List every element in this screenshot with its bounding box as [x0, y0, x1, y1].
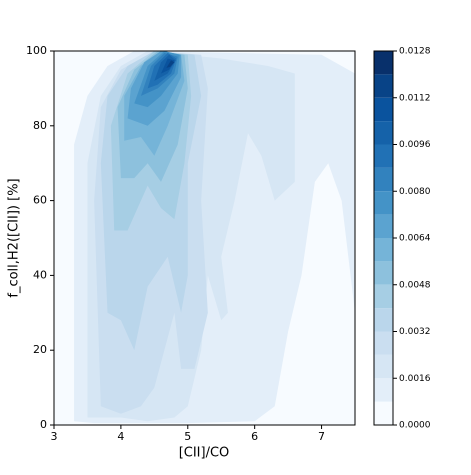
colorbar-tick-label: 0.0112: [399, 93, 431, 103]
colorbar-band: [374, 401, 393, 425]
colorbar-tick-label: 0.0080: [399, 187, 431, 197]
colorbar-tick-label: 0.0032: [399, 327, 431, 337]
colorbar-band: [374, 378, 393, 402]
colorbar-band: [374, 51, 393, 75]
x-axis-label: [CII]/CO: [179, 446, 230, 461]
plot-frame: [53, 50, 356, 426]
x-tick-label: 7: [318, 430, 325, 443]
colorbar-band: [374, 97, 393, 122]
x-tick-label: 5: [184, 430, 191, 443]
y-tick-label: 40: [33, 268, 47, 281]
colorbar-band: [374, 74, 393, 98]
colorbar-band: [374, 214, 393, 238]
colorbar-tick-label: 0.0000: [399, 421, 431, 431]
colorbar-band: [374, 167, 393, 192]
colorbar-band: [374, 261, 393, 285]
y-tick-label: 20: [33, 343, 47, 356]
y-tick-label: 100: [26, 44, 47, 57]
y-tick-label: 80: [33, 119, 47, 132]
colorbar-band: [374, 238, 393, 262]
colorbar-tick-label: 0.0096: [399, 140, 431, 150]
colorbar-band: [374, 354, 393, 379]
colorbar-tick-label: 0.0016: [399, 374, 431, 384]
y-tick-label: 0: [40, 418, 47, 431]
x-tick-label: 6: [251, 430, 258, 443]
colorbar-band: [374, 191, 393, 215]
y-tick-label: 60: [33, 194, 47, 207]
colorbar-band: [374, 308, 393, 332]
contour-region: [166, 60, 175, 68]
colorbar-band: [374, 284, 393, 309]
y-axis-label: f_coll,H2([CII]) [%]: [7, 178, 22, 297]
x-tick-label: 3: [51, 430, 58, 443]
colorbar-tick-label: 0.0064: [399, 234, 431, 244]
x-tick-label: 4: [117, 430, 124, 443]
colorbar-band: [374, 144, 393, 168]
colorbar-band: [374, 331, 393, 355]
colorbar-band: [374, 121, 393, 145]
colorbar-tick-label: 0.0128: [399, 47, 431, 57]
colorbar-tick-label: 0.0048: [399, 280, 431, 290]
